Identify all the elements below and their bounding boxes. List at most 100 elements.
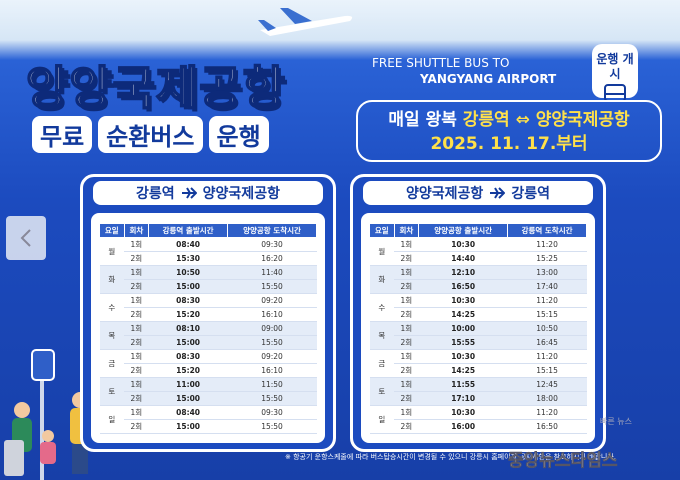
- schedule-row: 토 1회 11:55 12:45: [369, 377, 587, 406]
- time-cell: 11:20: [507, 349, 587, 364]
- time-cell: 10:30: [418, 349, 508, 364]
- column-header: 강릉역 도착시간: [507, 223, 587, 238]
- timetable: 요일 회차 양양공항 출발시간 강릉역 도착시간 월 1회 10:30 11:20 2회 14:4…: [369, 223, 587, 434]
- round-cell: 1회: [124, 265, 149, 280]
- round-cell: 1회: [394, 377, 419, 392]
- round-cell: 2회: [124, 391, 149, 406]
- round-cell: 1회: [394, 265, 419, 280]
- time-cell: 11:20: [507, 237, 587, 252]
- round-cell: 2회: [394, 251, 419, 266]
- time-cell: 16:10: [227, 363, 317, 378]
- chevron: [20, 229, 31, 247]
- round-cell: 1회: [394, 349, 419, 364]
- title: 양양국제공항: [25, 60, 286, 116]
- schedule-row: 목 1회 10:00 10:50: [369, 321, 587, 350]
- prev-button[interactable]: [6, 216, 46, 260]
- day-cell: 금: [369, 349, 395, 378]
- time-cell: 09:20: [227, 349, 317, 364]
- round-cell: 2회: [394, 391, 419, 406]
- time-cell: 15:00: [148, 419, 228, 434]
- time-cell: 10:00: [418, 321, 508, 336]
- footnote: ※ 항공기 운항스케줄에 따라 버스탑승시간이 변경될 수 있으니 강릉시 홈페…: [285, 453, 617, 461]
- time-cell: 10:30: [418, 237, 508, 252]
- time-cell: 15:15: [507, 363, 587, 378]
- column-header: 요일: [369, 223, 395, 238]
- route-to: 양양국제공항: [202, 186, 280, 202]
- round-cell: 1회: [394, 237, 419, 252]
- time-cell: 08:40: [148, 237, 228, 252]
- time-cell: 10:50: [148, 265, 228, 280]
- time-cell: 16:00: [418, 419, 508, 434]
- time-cell: 10:30: [418, 293, 508, 308]
- time-cell: 14:40: [418, 251, 508, 266]
- time-cell: 12:45: [507, 377, 587, 392]
- day-cell: 화: [99, 265, 125, 294]
- time-cell: 11:20: [507, 293, 587, 308]
- table-card: 요일 회차 양양공항 출발시간 강릉역 도착시간 월 1회 10:30 11:20 2회 14:4…: [361, 213, 595, 443]
- column-header: 강릉역 출발시간: [148, 223, 229, 238]
- header-row: 요일 회차 양양공항 출발시간 강릉역 도착시간: [369, 223, 587, 238]
- time-cell: 08:30: [148, 349, 228, 364]
- time-cell: 08:40: [148, 405, 228, 420]
- badge-text: 운행 개시: [596, 52, 634, 81]
- watermark: 중앙뉴스타임스: [508, 451, 618, 472]
- time-cell: 15:50: [227, 419, 317, 434]
- route-from: 양양국제공항: [406, 186, 484, 202]
- round-cell: 1회: [124, 237, 149, 252]
- day-cell: 목: [99, 321, 125, 350]
- time-cell: 16:20: [227, 251, 317, 266]
- round-cell: 2회: [394, 307, 419, 322]
- time-cell: 17:10: [418, 391, 508, 406]
- schedule-row: 2회 14:25 15:15: [370, 363, 587, 378]
- subtitle-part: 운행: [208, 116, 269, 153]
- schedule-row: 2회 15:00 15:50: [100, 391, 317, 406]
- time-cell: 16:50: [418, 279, 508, 294]
- schedule-row: 일 1회 10:30 11:20: [369, 405, 587, 434]
- round-cell: 2회: [124, 335, 149, 350]
- day-cell: 일: [369, 405, 395, 434]
- day-cell: 목: [369, 321, 395, 350]
- time-cell: 14:25: [418, 307, 508, 322]
- schedule-row: 2회 15:00 15:50: [100, 419, 317, 434]
- timetable: 요일 회차 강릉역 출발시간 양양공항 도착시간 월 1회 08:40 09:30 2회 15:3…: [99, 223, 317, 434]
- day-cell: 일: [99, 405, 125, 434]
- time-cell: 09:00: [227, 321, 317, 336]
- time-cell: 08:10: [148, 321, 228, 336]
- time-cell: 11:00: [148, 377, 228, 392]
- schedule-row: 수 1회 08:30 09:20: [99, 293, 317, 322]
- schedule-row: 월 1회 08:40 09:30: [99, 237, 317, 266]
- schedule-row: 화 1회 10:50 11:40: [99, 265, 317, 294]
- time-cell: 11:20: [507, 405, 587, 420]
- round-cell: 1회: [394, 405, 419, 420]
- round-cell: 1회: [394, 293, 419, 308]
- time-cell: 15:00: [148, 335, 228, 350]
- time-cell: 08:30: [148, 293, 228, 308]
- schedule-row: 월 1회 10:30 11:20: [369, 237, 587, 266]
- round-cell: 2회: [394, 363, 419, 378]
- column-header: 요일: [99, 223, 125, 238]
- table-card: 요일 회차 강릉역 출발시간 양양공항 도착시간 월 1회 08:40 09:30 2회 15:3…: [91, 213, 325, 443]
- round-cell: 1회: [124, 321, 149, 336]
- column-header: 회차: [123, 223, 150, 238]
- time-cell: 11:55: [418, 377, 508, 392]
- column-header: 양양공항 도착시간: [227, 223, 317, 238]
- route-from: 강릉역: [136, 186, 175, 202]
- schedule-row: 일 1회 08:40 09:30: [99, 405, 317, 434]
- schedule-row: 금 1회 08:30 09:20: [99, 349, 317, 378]
- plane-icon: [181, 187, 197, 199]
- info-line: 매일 왕복 강릉역 ⇔ 양양국제공항: [358, 108, 660, 132]
- schedule-row: 2회 15:30 16:20: [100, 251, 317, 266]
- day-cell: 금: [99, 349, 125, 378]
- panel-title: 양양국제공항 강릉역: [363, 181, 593, 205]
- round-cell: 2회: [394, 335, 419, 350]
- time-cell: 18:00: [507, 391, 587, 406]
- schedule-row: 화 1회 12:10 13:00: [369, 265, 587, 294]
- day-cell: 월: [99, 237, 125, 266]
- time-cell: 16:45: [507, 335, 587, 350]
- english-line: FREE SHUTTLE BUS TO: [372, 56, 510, 70]
- time-cell: 15:55: [418, 335, 508, 350]
- day-cell: 수: [99, 293, 125, 322]
- round-cell: 1회: [394, 321, 419, 336]
- round-cell: 2회: [124, 251, 149, 266]
- time-cell: 15:25: [507, 251, 587, 266]
